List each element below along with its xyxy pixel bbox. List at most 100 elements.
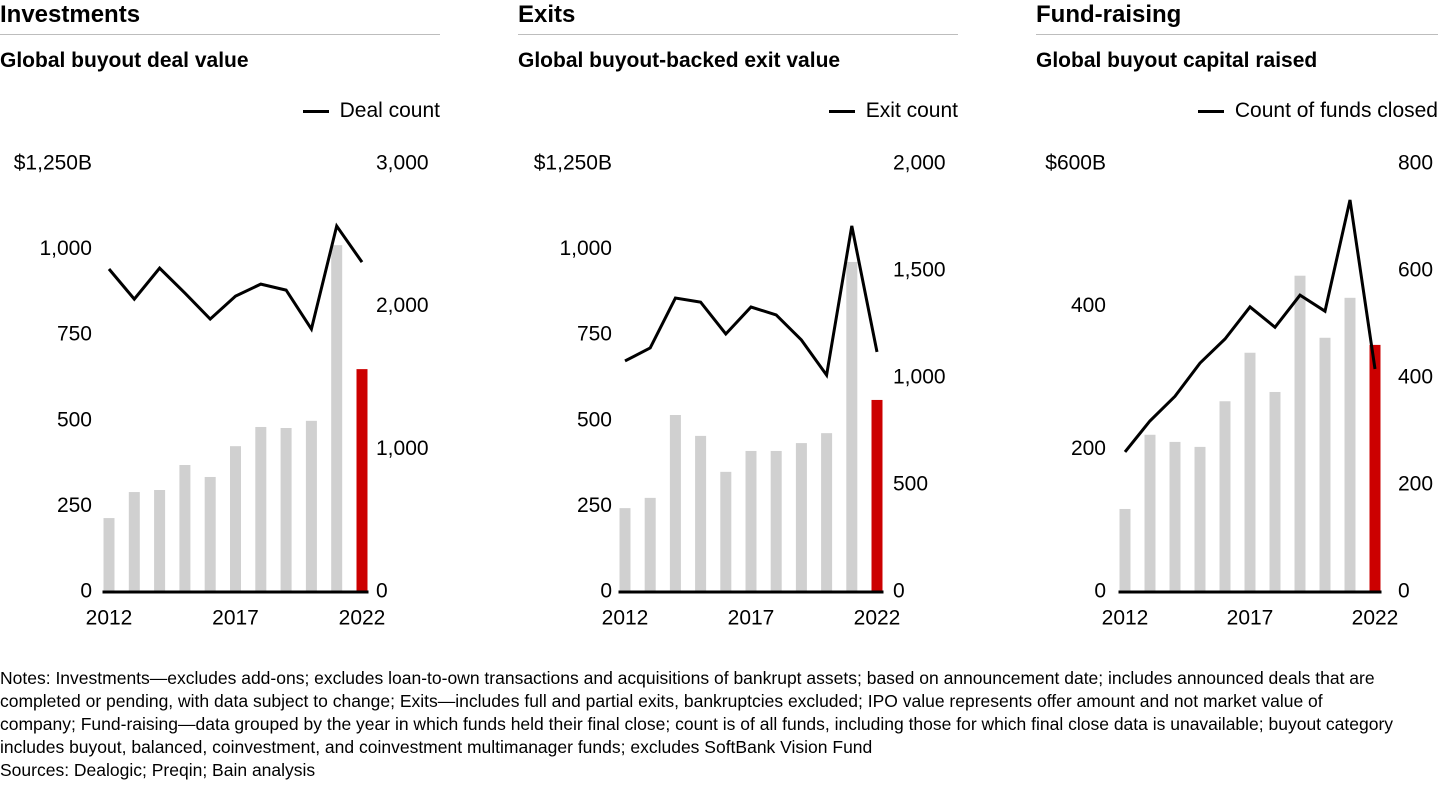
bar-2018 (770, 450, 782, 591)
count-line (624, 225, 879, 379)
bar-2020 (305, 420, 317, 591)
divider (1036, 34, 1438, 35)
right-axis-tick-label: 200 (1398, 473, 1433, 496)
count-line (1123, 199, 1377, 453)
x-axis-tick-label: 2012 (1102, 607, 1149, 630)
left-axis-tick-label: 400 (1071, 294, 1106, 317)
chart-subtitle: Global buyout deal value (0, 49, 249, 72)
x-axis-tick-label: 2022 (1352, 607, 1399, 630)
bar-2018 (255, 426, 267, 591)
bar-2012 (1119, 508, 1131, 591)
divider (518, 34, 958, 35)
left-axis-tick-label: 0 (80, 580, 92, 603)
left-axis-tick-label: 1,000 (559, 237, 612, 260)
bar-2022 (356, 369, 368, 591)
bar-2014 (1169, 441, 1181, 591)
chart-subtitle: Global buyout capital raised (1036, 49, 1318, 72)
right-axis-tick-label: 0 (1398, 580, 1410, 603)
bar-2014 (154, 489, 166, 591)
legend-label: Exit count (865, 99, 958, 122)
right-axis-tick-label: 800 (1398, 152, 1433, 175)
right-axis-tick-label: 600 (1398, 259, 1433, 282)
panel-investments: Investments Global buyout deal value Dea… (0, 0, 440, 640)
bar-2021 (1344, 297, 1356, 591)
bar-2019 (280, 428, 292, 591)
legend: Deal count (302, 99, 440, 123)
left-axis-tick-label: 200 (1071, 437, 1106, 460)
right-axis-tick-label: 0 (893, 580, 905, 603)
panel-exits: Exits Global buyout-backed exit value Ex… (518, 0, 958, 640)
bar-2015 (695, 435, 707, 591)
left-axis-tick-label: 0 (600, 580, 612, 603)
sources-text: Sources: Dealogic; Preqin; Bain analysis (0, 760, 316, 780)
count-line (107, 222, 364, 333)
panel-title: Fund-raising (1036, 1, 1182, 28)
chart-investments: 0 250 500 750 1,000 $1,250B 0 1,000 2,000 3,000 20… (14, 152, 429, 630)
bar-2021 (846, 261, 858, 591)
left-axis-tick-label: 1,000 (39, 237, 92, 260)
left-axis-tick-label: $1,250B (534, 152, 612, 175)
right-axis-tick-label: 1,500 (893, 259, 946, 282)
right-axis-tick-label: 2,000 (893, 152, 946, 175)
x-axis-tick-label: 2012 (602, 607, 649, 630)
bar-2014 (669, 415, 681, 591)
x-axis-tick-label: 2022 (854, 607, 901, 630)
bar-2020 (1319, 337, 1331, 591)
right-axis-tick-label: 400 (1398, 366, 1433, 389)
legend: Exit count (828, 99, 958, 123)
legend-line-swatch (828, 109, 855, 113)
panel-fund-raising: Fund-raising Global buyout capital raise… (1036, 0, 1438, 640)
right-axis-tick-label: 2,000 (376, 294, 429, 317)
bar-2016 (204, 476, 216, 591)
x-axis-tick-label: 2017 (212, 607, 259, 630)
bar-2021 (331, 245, 343, 591)
left-axis-tick-label: 500 (577, 408, 612, 431)
left-axis-tick-label: $1,250B (14, 152, 92, 175)
left-axis-tick-label: 0 (1094, 580, 1106, 603)
right-axis-tick-label: 0 (376, 580, 388, 603)
bar-2013 (644, 497, 656, 591)
bar-2019 (1294, 275, 1306, 591)
left-axis-tick-label: 750 (577, 323, 612, 346)
x-axis-tick-label: 2017 (728, 607, 775, 630)
legend-label: Deal count (339, 99, 440, 122)
x-axis-tick-label: 2012 (86, 607, 133, 630)
bar-2017 (745, 450, 757, 591)
left-axis-tick-label: 250 (577, 494, 612, 517)
panel-title: Investments (0, 1, 141, 28)
bar-2022 (1369, 344, 1381, 591)
bar-2018 (1269, 391, 1281, 591)
divider (0, 34, 440, 35)
bar-2019 (795, 443, 807, 591)
chart-fund-raising: 0 200 400 $600B 0 200 400 600 800 2012 2017 2022 (1045, 152, 1433, 630)
footnotes: Notes: Investments—excludes add-ons; exc… (0, 667, 1400, 782)
left-axis-tick-label: 250 (57, 494, 92, 517)
bar-2017 (1244, 352, 1256, 591)
bar-2015 (179, 464, 191, 591)
bar-2012 (103, 518, 115, 591)
bar-2015 (1194, 446, 1206, 591)
chart-subtitle: Global buyout-backed exit value (518, 49, 841, 72)
bar-2013 (1144, 434, 1156, 591)
right-axis-tick-label: 1,000 (893, 366, 946, 389)
bar-2013 (128, 492, 140, 591)
right-axis-tick-label: 1,000 (376, 437, 429, 460)
left-axis-tick-label: 750 (57, 323, 92, 346)
legend-line-swatch (1197, 109, 1224, 113)
x-axis-tick-label: 2017 (1227, 607, 1274, 630)
legend-line-swatch (302, 109, 329, 113)
panel-title: Exits (518, 1, 576, 28)
legend-label: Count of funds closed (1234, 99, 1438, 122)
right-axis-tick-label: 3,000 (376, 152, 429, 175)
chart-exits: 0 250 500 750 1,000 $1,250B 0 500 1,000 1,500 2,00… (534, 152, 946, 630)
bar-2012 (619, 508, 631, 591)
left-axis-tick-label: $600B (1045, 152, 1106, 175)
bar-2016 (1219, 401, 1231, 591)
x-axis-tick-label: 2022 (339, 607, 386, 630)
left-axis-tick-label: 500 (57, 408, 92, 431)
notes-text: Notes: Investments—excludes add-ons; exc… (0, 668, 1394, 757)
bar-2020 (821, 433, 833, 591)
right-axis-tick-label: 500 (893, 473, 928, 496)
bar-2017 (230, 446, 241, 591)
bar-2022 (871, 399, 883, 591)
